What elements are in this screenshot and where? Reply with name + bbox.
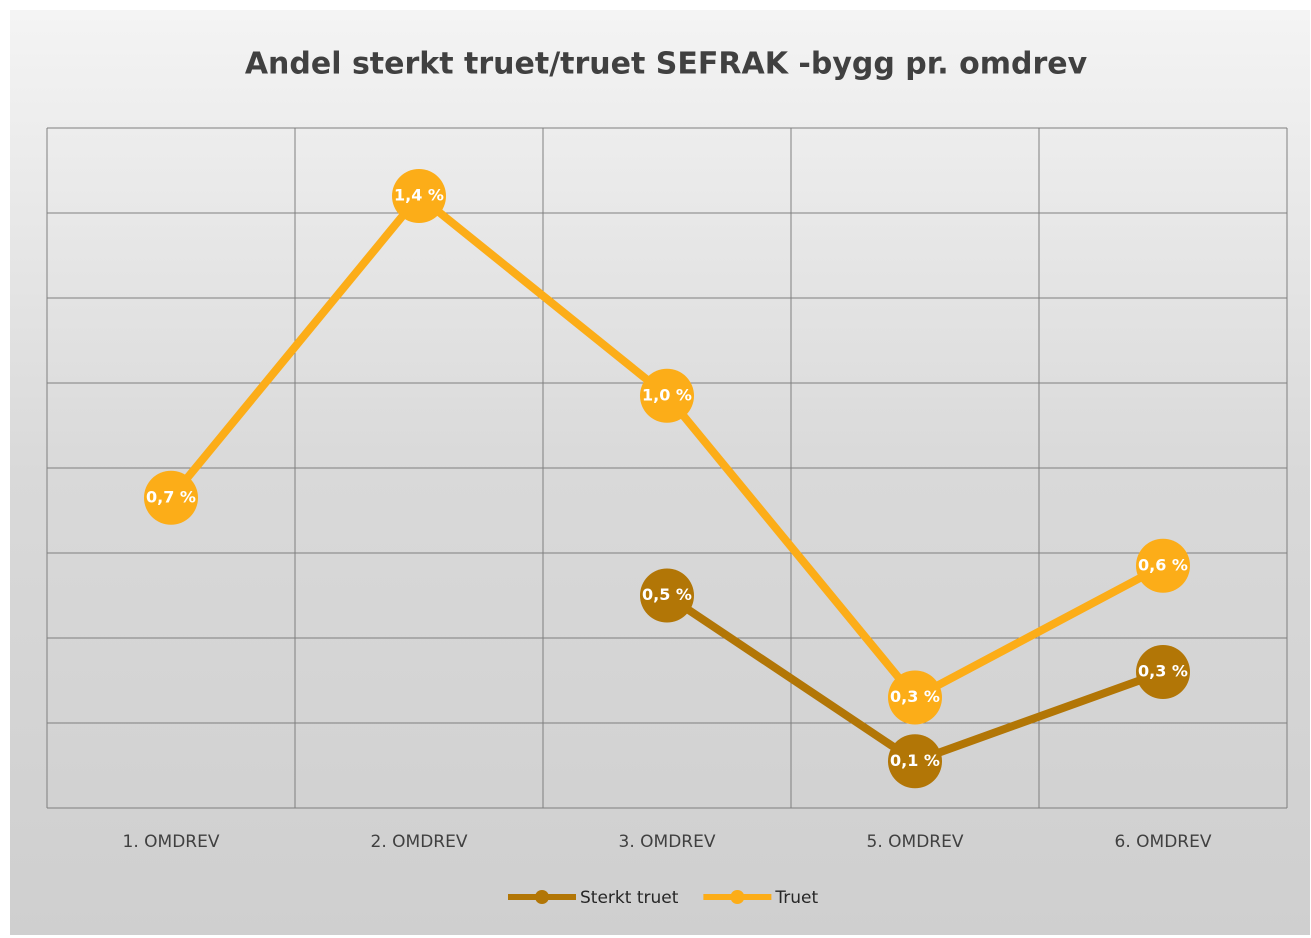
data-marker bbox=[640, 568, 694, 623]
data-label: 0,3 % bbox=[890, 687, 940, 706]
legend-marker bbox=[535, 890, 549, 904]
data-label: 0,6 % bbox=[1138, 555, 1188, 574]
x-tick-label: 2. OMDREV bbox=[371, 832, 468, 852]
legend-label: Sterkt truet bbox=[580, 888, 679, 908]
x-tick-label: 5. OMDREV bbox=[867, 832, 964, 852]
data-label: 0,7 % bbox=[146, 487, 196, 506]
data-label: 0,1 % bbox=[890, 751, 940, 770]
x-tick-label: 1. OMDREV bbox=[123, 832, 220, 852]
data-label: 0,3 % bbox=[1138, 662, 1188, 681]
x-tick-label: 6. OMDREV bbox=[1115, 832, 1212, 852]
data-marker bbox=[1136, 645, 1190, 699]
data-label: 0,5 % bbox=[642, 585, 692, 604]
data-marker bbox=[640, 368, 694, 423]
data-marker bbox=[888, 670, 942, 725]
legend-marker bbox=[730, 890, 745, 904]
data-marker bbox=[1136, 538, 1190, 593]
chart-title: Andel sterkt truet/truet SEFRAK -bygg pr… bbox=[245, 47, 1088, 82]
data-label: 1,0 % bbox=[642, 385, 692, 404]
background bbox=[10, 10, 1310, 935]
data-marker bbox=[888, 734, 942, 789]
data-label: 1,4 % bbox=[394, 186, 444, 205]
x-tick-label: 3. OMDREV bbox=[619, 832, 716, 852]
data-marker bbox=[144, 470, 198, 525]
data-marker bbox=[392, 169, 446, 223]
legend-label: Truet bbox=[774, 888, 818, 908]
